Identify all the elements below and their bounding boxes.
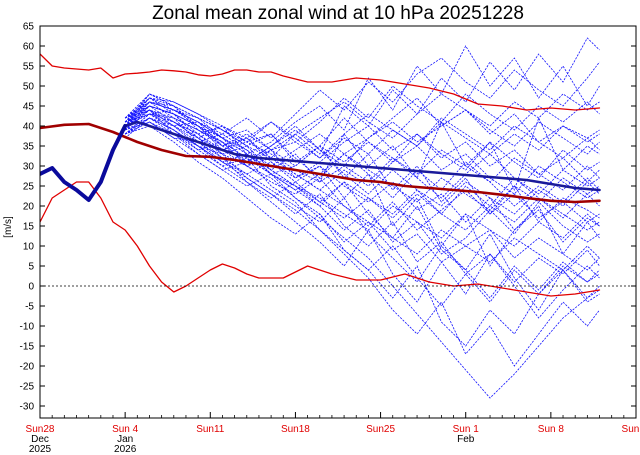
y-tick-label: 30 <box>23 162 35 173</box>
ensemble-member-line <box>124 45 600 155</box>
ensemble-member-line <box>124 109 600 299</box>
ensemble-member-line <box>124 105 600 211</box>
y-tick-label: -20 <box>20 362 35 373</box>
ensemble-member-line <box>124 113 600 219</box>
ensemble-member-line <box>124 121 600 219</box>
ensemble-member-line <box>124 121 600 243</box>
ensemble-member-line <box>124 125 600 347</box>
plot-border <box>39 25 637 419</box>
ensemble-member-line <box>124 105 600 192</box>
y-tick-label: -15 <box>20 342 35 353</box>
x-tick-label: Sun 8 <box>538 424 565 435</box>
x-tick-sublabel: 2025 <box>29 444 52 455</box>
ensemble-member-line <box>124 105 600 191</box>
ensemble-member-line <box>124 109 600 231</box>
climatology-max-line <box>40 53 601 111</box>
ensemble-member-line <box>124 97 600 271</box>
ensemble-member-line <box>124 93 600 399</box>
ensemble-member-line <box>124 101 600 247</box>
ensemble-member-line <box>124 93 600 183</box>
ensemble-member-line <box>124 117 600 307</box>
x-tick-sublabel: Jan <box>117 434 133 445</box>
y-tick-label: -25 <box>20 382 35 393</box>
climatology-mean-line <box>40 122 601 204</box>
ensemble-member-line <box>124 97 600 171</box>
y-tick-label: 10 <box>23 242 35 253</box>
ensemble-member-line <box>124 117 600 255</box>
ensemble-member-line <box>124 57 600 139</box>
y-axis: 65605550454035302520151050-5-10-15-20-25… <box>20 22 636 413</box>
y-tick-label: 5 <box>28 262 34 273</box>
y-tick-label: 0 <box>28 282 34 293</box>
ensemble-member-line <box>124 93 600 159</box>
y-tick-label: 15 <box>23 222 35 233</box>
x-tick-label: Sun11 <box>196 424 225 435</box>
ensemble-member-line <box>124 113 600 199</box>
x-tick-label: Sun28 <box>26 424 55 435</box>
x-tick-label: Sun 1 <box>453 424 480 435</box>
ensemble-mean-line <box>123 120 601 192</box>
y-tick-label: -30 <box>20 402 35 413</box>
ensemble-member-line <box>124 101 600 223</box>
climatology-lines <box>40 53 601 297</box>
x-tick-label: Sun25 <box>366 424 395 435</box>
y-tick-label: 35 <box>23 142 35 153</box>
y-tick-label: 65 <box>23 22 35 33</box>
y-tick-label: 60 <box>23 42 35 53</box>
ensemble-member-line <box>124 113 600 179</box>
ensemble-member-line <box>124 113 600 231</box>
y-tick-label: -5 <box>25 302 34 313</box>
x-tick-label: Sun 4 <box>112 424 139 435</box>
y-tick-label: -10 <box>20 322 35 333</box>
ensemble-member-line <box>124 97 600 207</box>
ensemble-member-line <box>124 93 600 167</box>
y-tick-label: 20 <box>23 202 35 213</box>
ensemble-member-line <box>124 117 600 283</box>
ensemble-member-line <box>124 101 600 199</box>
x-tick-sublabel: Feb <box>457 434 475 445</box>
x-tick-label: Sun18 <box>281 424 310 435</box>
y-axis-label: [m/s] <box>3 216 14 238</box>
y-tick-label: 45 <box>23 102 35 113</box>
x-tick-label: Sun15 <box>622 424 640 435</box>
y-tick-label: 40 <box>23 122 35 133</box>
ensemble-member-line <box>124 101 600 311</box>
ensemble-member-line <box>124 85 600 151</box>
y-tick-label: 50 <box>23 82 35 93</box>
x-tick-sublabel: 2026 <box>114 444 137 455</box>
plot-frame <box>39 25 637 419</box>
y-tick-label: 55 <box>23 62 35 73</box>
y-tick-label: 25 <box>23 182 35 193</box>
chart-title: Zonal mean zonal wind at 10 hPa 20251228 <box>152 3 524 24</box>
ensemble-members <box>124 37 600 399</box>
observed-line <box>40 124 128 202</box>
x-tick-sublabel: Dec <box>31 434 49 445</box>
ensemble-member-line <box>124 117 600 367</box>
climatology-min-line <box>40 181 601 297</box>
